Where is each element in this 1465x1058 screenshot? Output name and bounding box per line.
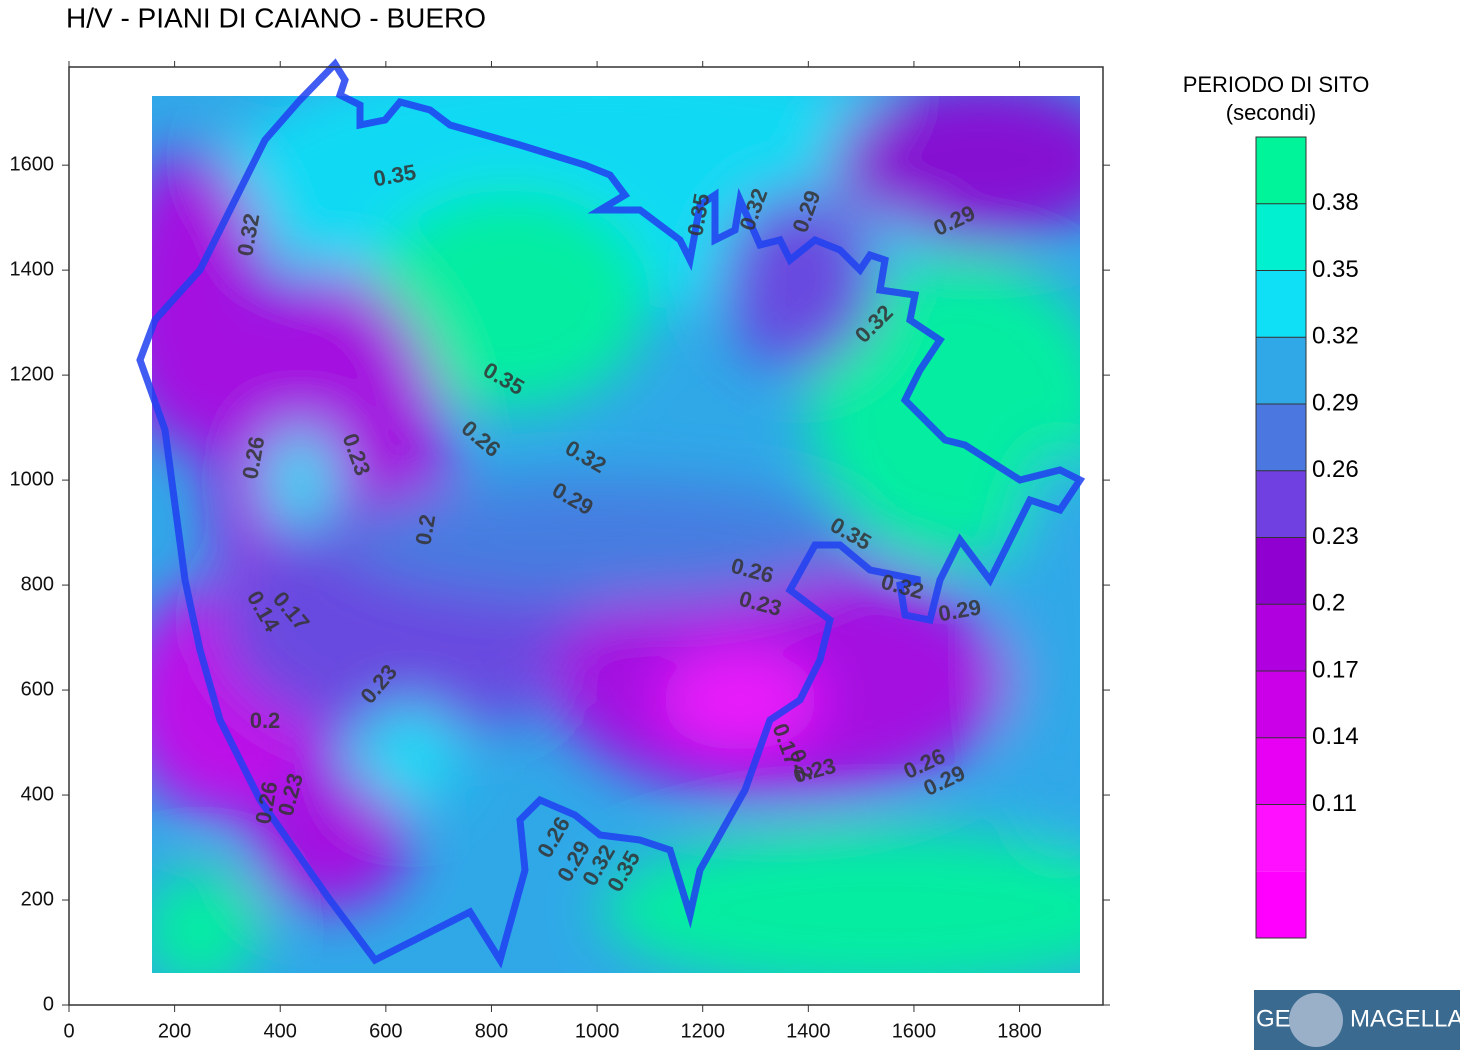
field-blob bbox=[600, 830, 1080, 973]
colorbar-band bbox=[1256, 871, 1306, 938]
colorbar-title: PERIODO DI SITO bbox=[1183, 72, 1370, 97]
field-blob bbox=[360, 705, 460, 805]
logo-box bbox=[1254, 990, 1460, 1050]
colorbar-label: 0.23 bbox=[1312, 523, 1359, 550]
x-tick-label: 800 bbox=[475, 1020, 508, 1042]
x-tick-label: 1400 bbox=[786, 1020, 831, 1042]
x-tick-label: 1200 bbox=[680, 1020, 725, 1042]
logo-globe bbox=[1289, 993, 1343, 1047]
field-blob bbox=[152, 870, 260, 973]
y-tick-label: 1200 bbox=[10, 363, 55, 385]
colorbar-band bbox=[1256, 270, 1306, 338]
x-tick-label: 0 bbox=[63, 1020, 74, 1042]
field-blob bbox=[265, 430, 335, 530]
field-blob bbox=[720, 190, 880, 370]
colorbar-label: 0.32 bbox=[1312, 323, 1359, 350]
x-tick-label: 200 bbox=[158, 1020, 191, 1042]
colorbar-band bbox=[1256, 404, 1306, 471]
logo-left: GE bbox=[1256, 1005, 1291, 1032]
axes: 0 200 400 600 800 1000 1200 1400 1600 1800 0 200 400… bbox=[10, 61, 1110, 1042]
colorbar-band bbox=[1256, 337, 1306, 404]
field-blob bbox=[340, 480, 860, 600]
x-tick-label: 600 bbox=[369, 1020, 402, 1042]
plot-frame bbox=[68, 66, 1104, 1006]
contour-label: 0.2 bbox=[250, 708, 281, 733]
x-tick-label: 1000 bbox=[575, 1020, 620, 1042]
colorbar: 0.11 0.14 0.17 0.2 0.23 0.26 0.29 0.32 0.35 0.38 bbox=[1255, 136, 1359, 939]
y-tick-label: 1600 bbox=[10, 153, 55, 175]
x-tick-label: 1800 bbox=[997, 1020, 1042, 1042]
field-blob bbox=[830, 96, 1080, 240]
colorbar-subtitle: (secondi) bbox=[1226, 100, 1316, 125]
y-tick-label: 400 bbox=[21, 783, 54, 805]
colorbar-label: 0.17 bbox=[1312, 656, 1359, 683]
logo-right: MAGELLAN bbox=[1350, 1005, 1465, 1032]
colorbar-band bbox=[1256, 604, 1306, 671]
colorbar-label: 0.2 bbox=[1312, 590, 1345, 617]
colorbar-band bbox=[1256, 137, 1306, 204]
x-tick-label: 1600 bbox=[892, 1020, 937, 1042]
colorbar-label: 0.38 bbox=[1312, 189, 1359, 216]
colorbar-label: 0.14 bbox=[1312, 723, 1359, 750]
contour-label: 0.2 bbox=[410, 512, 440, 546]
field-blob bbox=[370, 190, 650, 410]
contour-field bbox=[152, 96, 1080, 973]
logo: GE MAGELLAN bbox=[1254, 990, 1465, 1050]
colorbar-band bbox=[1256, 537, 1306, 605]
boundary bbox=[136, 58, 1086, 969]
field-blob bbox=[810, 260, 1080, 560]
colorbar-band bbox=[1256, 203, 1306, 271]
colorbar-band bbox=[1256, 737, 1306, 805]
field-blob bbox=[1010, 450, 1080, 850]
colorbar-band bbox=[1256, 470, 1306, 538]
y-tick-label: 600 bbox=[21, 678, 54, 700]
colorbar-label: 0.29 bbox=[1312, 389, 1359, 416]
field-blob bbox=[250, 770, 410, 910]
colorbar-label: 0.26 bbox=[1312, 456, 1359, 483]
y-tick-label: 1000 bbox=[10, 468, 55, 490]
x-tick-label: 400 bbox=[264, 1020, 297, 1042]
colorbar-band bbox=[1256, 804, 1306, 872]
colorbar-label: 0.35 bbox=[1312, 256, 1359, 283]
colorbar-band bbox=[1256, 671, 1306, 738]
y-tick-label: 0 bbox=[43, 993, 54, 1015]
y-tick-label: 800 bbox=[21, 573, 54, 595]
colorbar-label: 0.11 bbox=[1312, 790, 1357, 817]
y-tick-label: 1400 bbox=[10, 258, 55, 280]
field-blob bbox=[660, 650, 820, 750]
y-tick-label: 200 bbox=[21, 888, 54, 910]
title: H/V - PIANI DI CAIANO - BUERO bbox=[66, 2, 486, 33]
